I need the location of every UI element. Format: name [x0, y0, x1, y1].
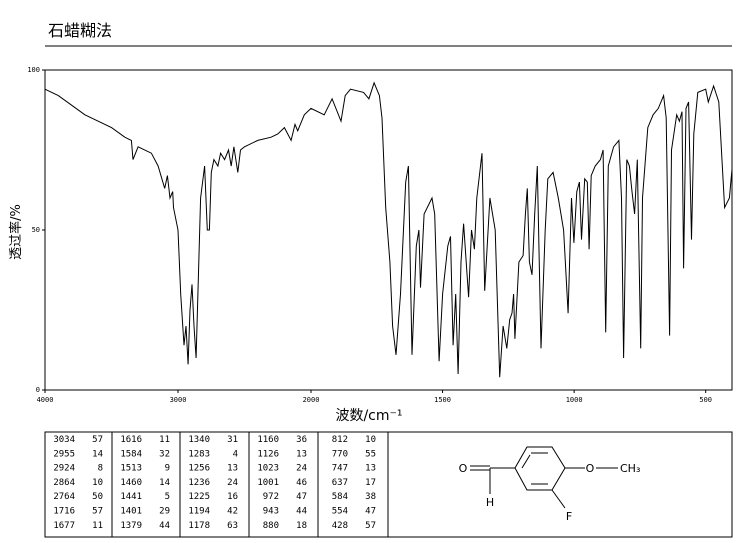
peak-wavenumber: 1160	[257, 435, 279, 445]
peak-transmittance: 42	[227, 507, 238, 517]
peak-transmittance: 47	[365, 507, 376, 517]
peak-transmittance: 46	[296, 478, 307, 488]
peak-wavenumber: 1716	[53, 507, 75, 517]
peak-transmittance: 38	[365, 492, 376, 502]
x-tick-label: 4000	[37, 396, 54, 404]
peak-transmittance: 57	[92, 507, 103, 517]
x-tick-label: 1000	[566, 396, 583, 404]
peak-wavenumber: 1001	[257, 478, 279, 488]
y-tick-label: 0	[36, 386, 40, 394]
peak-transmittance: 29	[159, 507, 170, 517]
x-tick-label: 3000	[170, 396, 187, 404]
peak-transmittance: 10	[92, 478, 103, 488]
peak-wavenumber: 1616	[120, 435, 142, 445]
peak-transmittance: 36	[296, 435, 307, 445]
peak-transmittance: 13	[365, 464, 376, 474]
peak-transmittance: 24	[296, 464, 307, 474]
peak-transmittance: 31	[227, 435, 238, 445]
peak-transmittance: 11	[159, 435, 170, 445]
peak-transmittance: 32	[159, 449, 170, 459]
peak-wavenumber: 1441	[120, 492, 142, 502]
peak-transmittance: 44	[296, 507, 307, 517]
peak-transmittance: 4	[233, 449, 238, 459]
peak-wavenumber: 1460	[120, 478, 142, 488]
peak-wavenumber: 770	[332, 449, 348, 459]
peak-wavenumber: 1340	[188, 435, 210, 445]
peak-wavenumber: 1225	[188, 492, 210, 502]
peak-wavenumber: 1379	[120, 521, 142, 531]
peak-wavenumber: 1023	[257, 464, 279, 474]
page-title: 石蜡糊法	[48, 21, 112, 40]
x-tick-label: 500	[699, 396, 712, 404]
peak-transmittance: 63	[227, 521, 238, 531]
peak-wavenumber: 2864	[53, 478, 75, 488]
peak-wavenumber: 880	[263, 521, 279, 531]
peak-wavenumber: 1677	[53, 521, 75, 531]
peak-wavenumber: 428	[332, 521, 348, 531]
peak-transmittance: 17	[365, 478, 376, 488]
peak-wavenumber: 1194	[188, 507, 210, 517]
atom-label: F	[566, 510, 572, 523]
peak-wavenumber: 1256	[188, 464, 210, 474]
peak-transmittance: 11	[92, 521, 103, 531]
peak-wavenumber: 1178	[188, 521, 210, 531]
x-axis-label: 波数/cm⁻¹	[335, 408, 402, 424]
y-tick-label: 100	[27, 66, 40, 74]
peak-wavenumber: 812	[332, 435, 348, 445]
x-tick-label: 2000	[303, 396, 320, 404]
y-axis-label: 透过率/%	[8, 204, 24, 260]
peak-wavenumber: 1283	[188, 449, 210, 459]
peak-wavenumber: 2764	[53, 492, 75, 502]
peak-transmittance: 24	[227, 478, 238, 488]
peak-transmittance: 18	[296, 521, 307, 531]
peak-wavenumber: 1236	[188, 478, 210, 488]
peak-transmittance: 50	[92, 492, 103, 502]
peak-wavenumber: 637	[332, 478, 348, 488]
peak-transmittance: 57	[92, 435, 103, 445]
peak-transmittance: 55	[365, 449, 376, 459]
peak-transmittance: 5	[165, 492, 170, 502]
x-tick-label: 1500	[434, 396, 451, 404]
peak-wavenumber: 2955	[53, 449, 75, 459]
peak-transmittance: 16	[227, 492, 238, 502]
peak-transmittance: 13	[227, 464, 238, 474]
atom-label: H	[486, 496, 494, 509]
peak-wavenumber: 943	[263, 507, 279, 517]
peak-transmittance: 10	[365, 435, 376, 445]
peak-wavenumber: 3034	[53, 435, 75, 445]
structure	[470, 446, 618, 509]
peak-transmittance: 14	[159, 478, 170, 488]
atom-label: O	[586, 462, 595, 475]
atom-label: CH₃	[620, 462, 640, 475]
peak-wavenumber: 1513	[120, 464, 142, 474]
atom-label: O	[459, 462, 468, 475]
y-tick-label: 50	[32, 226, 40, 234]
peak-wavenumber: 584	[332, 492, 348, 502]
peak-transmittance: 8	[98, 464, 103, 474]
spectrum-line	[44, 81, 733, 378]
peak-wavenumber: 2924	[53, 464, 75, 474]
plot-frame	[44, 69, 733, 391]
peak-transmittance: 13	[296, 449, 307, 459]
peak-wavenumber: 1401	[120, 507, 142, 517]
peak-transmittance: 57	[365, 521, 376, 531]
peak-wavenumber: 1584	[120, 449, 142, 459]
peak-wavenumber: 1126	[257, 449, 279, 459]
peak-transmittance: 9	[165, 464, 170, 474]
peak-transmittance: 47	[296, 492, 307, 502]
peak-wavenumber: 972	[263, 492, 279, 502]
peak-wavenumber: 554	[332, 507, 348, 517]
peak-wavenumber: 747	[332, 464, 348, 474]
peak-transmittance: 14	[92, 449, 103, 459]
peak-transmittance: 44	[159, 521, 170, 531]
